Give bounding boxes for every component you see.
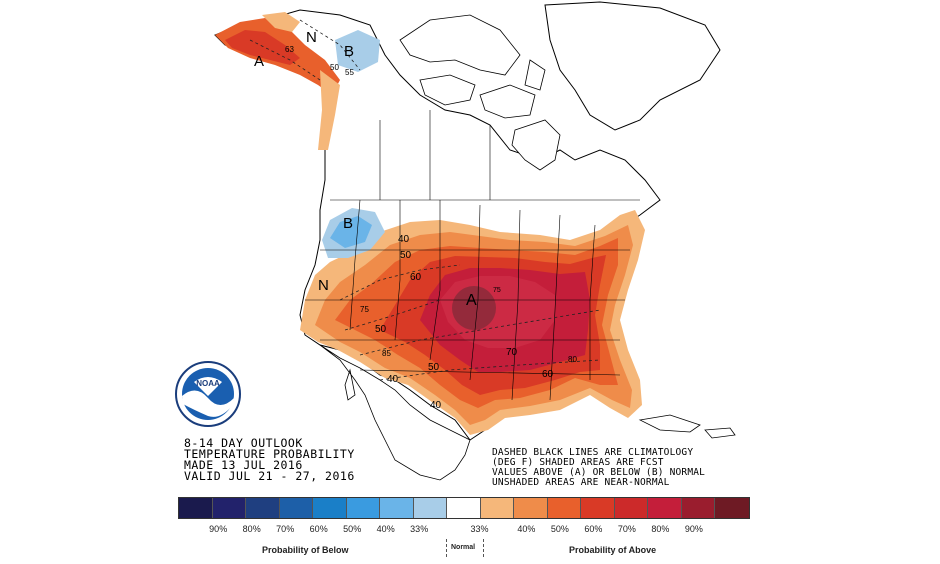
legend-swatch <box>212 498 246 518</box>
legend-swatch <box>179 498 213 518</box>
legend-swatch <box>681 498 715 518</box>
nw-below-core <box>330 216 372 248</box>
greenland-outline <box>544 1 721 131</box>
probability-below-label: Probability of Below <box>262 545 349 555</box>
mexico-outline <box>319 344 471 481</box>
contour-50: 50 <box>400 250 412 261</box>
contour-85: 85 <box>382 349 391 358</box>
contour-75b: 75 <box>493 287 501 294</box>
legend-labels: Probability of Below Normal Probability … <box>178 535 750 557</box>
legend-tick-label: 33% <box>410 524 429 534</box>
legend-tick-label: 60% <box>309 524 328 534</box>
legend-tick-label: 60% <box>584 524 603 534</box>
contour-50b: 50 <box>375 324 387 335</box>
legend-swatch <box>581 498 615 518</box>
note-line-1: DASHED BLACK LINES ARE CLIMATOLOGY <box>492 447 694 458</box>
alaska-above-core <box>225 30 300 65</box>
alaska-below-label: B <box>344 43 354 60</box>
contour-70: 70 <box>506 347 518 358</box>
above-normal-90 <box>452 286 496 330</box>
legend-swatch <box>413 498 447 518</box>
legend-swatch <box>380 498 414 518</box>
contour-60b: 60 <box>542 369 554 380</box>
legend-color-bar <box>178 497 750 519</box>
map-notes: DASHED BLACK LINES ARE CLIMATOLOGY (DEG … <box>492 448 705 488</box>
legend-ticks: 90% 80% 70% 60% 50% 40% 33% 33% 40% 50% 60% 70% 80% 9… <box>178 519 750 535</box>
legend-tick-label: 50% <box>550 524 569 534</box>
outlook-valid-dates: VALID JUL 21 - 27, 2016 <box>184 469 355 483</box>
normal-bracket-right <box>483 539 484 557</box>
outlook-made-date: MADE 13 JUL 2016 <box>184 458 303 472</box>
contour-50c: 50 <box>428 362 440 373</box>
outlook-title-block: 8-14 DAY OUTLOOK TEMPERATURE PROBABILITY… <box>184 436 355 483</box>
normal-label: Normal <box>451 544 476 551</box>
legend-swatch <box>246 498 280 518</box>
legend-tick-label: 80% <box>242 524 261 534</box>
note-line-4: UNSHADED AREAS ARE NEAR-NORMAL <box>492 477 670 488</box>
legend-tick-label: 90% <box>209 524 228 534</box>
legend-tick-label: 70% <box>617 524 636 534</box>
legend-tick-label: 90% <box>684 524 703 534</box>
contour-55-ak: 55 <box>345 68 354 77</box>
legend-tick-label: 50% <box>343 524 362 534</box>
climatology-lines <box>249 19 601 381</box>
nw-below-label: B <box>343 215 353 232</box>
legend-tick-label: 70% <box>276 524 295 534</box>
political-boundaries <box>305 110 640 401</box>
contour-40c: 40 <box>387 374 399 385</box>
legend-tick-label: 40% <box>376 524 395 534</box>
note-line-3: VALUES ABOVE (A) OR BELOW (B) NORMAL <box>492 467 706 478</box>
contour-75: 75 <box>360 305 369 314</box>
legend-swatch <box>547 498 581 518</box>
alaska-below-shading <box>335 30 380 72</box>
alaska-normal-label: N <box>306 29 317 46</box>
probability-legend: 90% 80% 70% 60% 50% 40% 33% 33% 40% 50% 60% 70% 80% 9… <box>178 497 750 557</box>
outlook-map: A N B B N A 63 50 55 40 50 50 60 70 60 4… <box>175 1 736 481</box>
legend-swatch <box>346 498 380 518</box>
legend-swatch <box>715 498 749 518</box>
outlook-variable: TEMPERATURE PROBABILITY <box>184 447 355 461</box>
legend-tick-label: 40% <box>517 524 536 534</box>
legend-swatch <box>279 498 313 518</box>
legend-swatch <box>648 498 682 518</box>
alaska-above-light <box>262 12 340 150</box>
caribbean-islands <box>638 414 736 439</box>
plains-above-label: A <box>466 292 477 309</box>
note-line-2: (DEG F) SHADED AREAS ARE FCST <box>492 457 664 468</box>
contour-50-ak: 50 <box>330 63 339 72</box>
contour-40: 40 <box>398 234 410 245</box>
alaska-above-label: A <box>254 53 264 70</box>
legend-swatch <box>480 498 514 518</box>
noaa-logo-text: NOAA <box>196 379 220 388</box>
ca-normal-label: N <box>318 277 329 294</box>
hudson-bay <box>511 119 561 171</box>
contour-60: 60 <box>410 272 422 283</box>
legend-swatch <box>313 498 347 518</box>
legend-swatch <box>447 498 481 518</box>
normal-bracket-left <box>446 539 447 557</box>
legend-swatch <box>514 498 548 518</box>
outlook-title: 8-14 DAY OUTLOOK <box>184 436 303 450</box>
legend-tick-label: 80% <box>651 524 670 534</box>
contour-40b: 40 <box>430 400 442 411</box>
legend-swatch <box>614 498 648 518</box>
legend-tick-label: 33% <box>470 524 489 534</box>
noaa-logo: NOAA <box>175 361 241 427</box>
arctic-islands <box>399 14 546 119</box>
contour-80: 80 <box>568 355 577 364</box>
contour-63: 63 <box>285 45 294 54</box>
probability-above-label: Probability of Above <box>569 545 657 555</box>
